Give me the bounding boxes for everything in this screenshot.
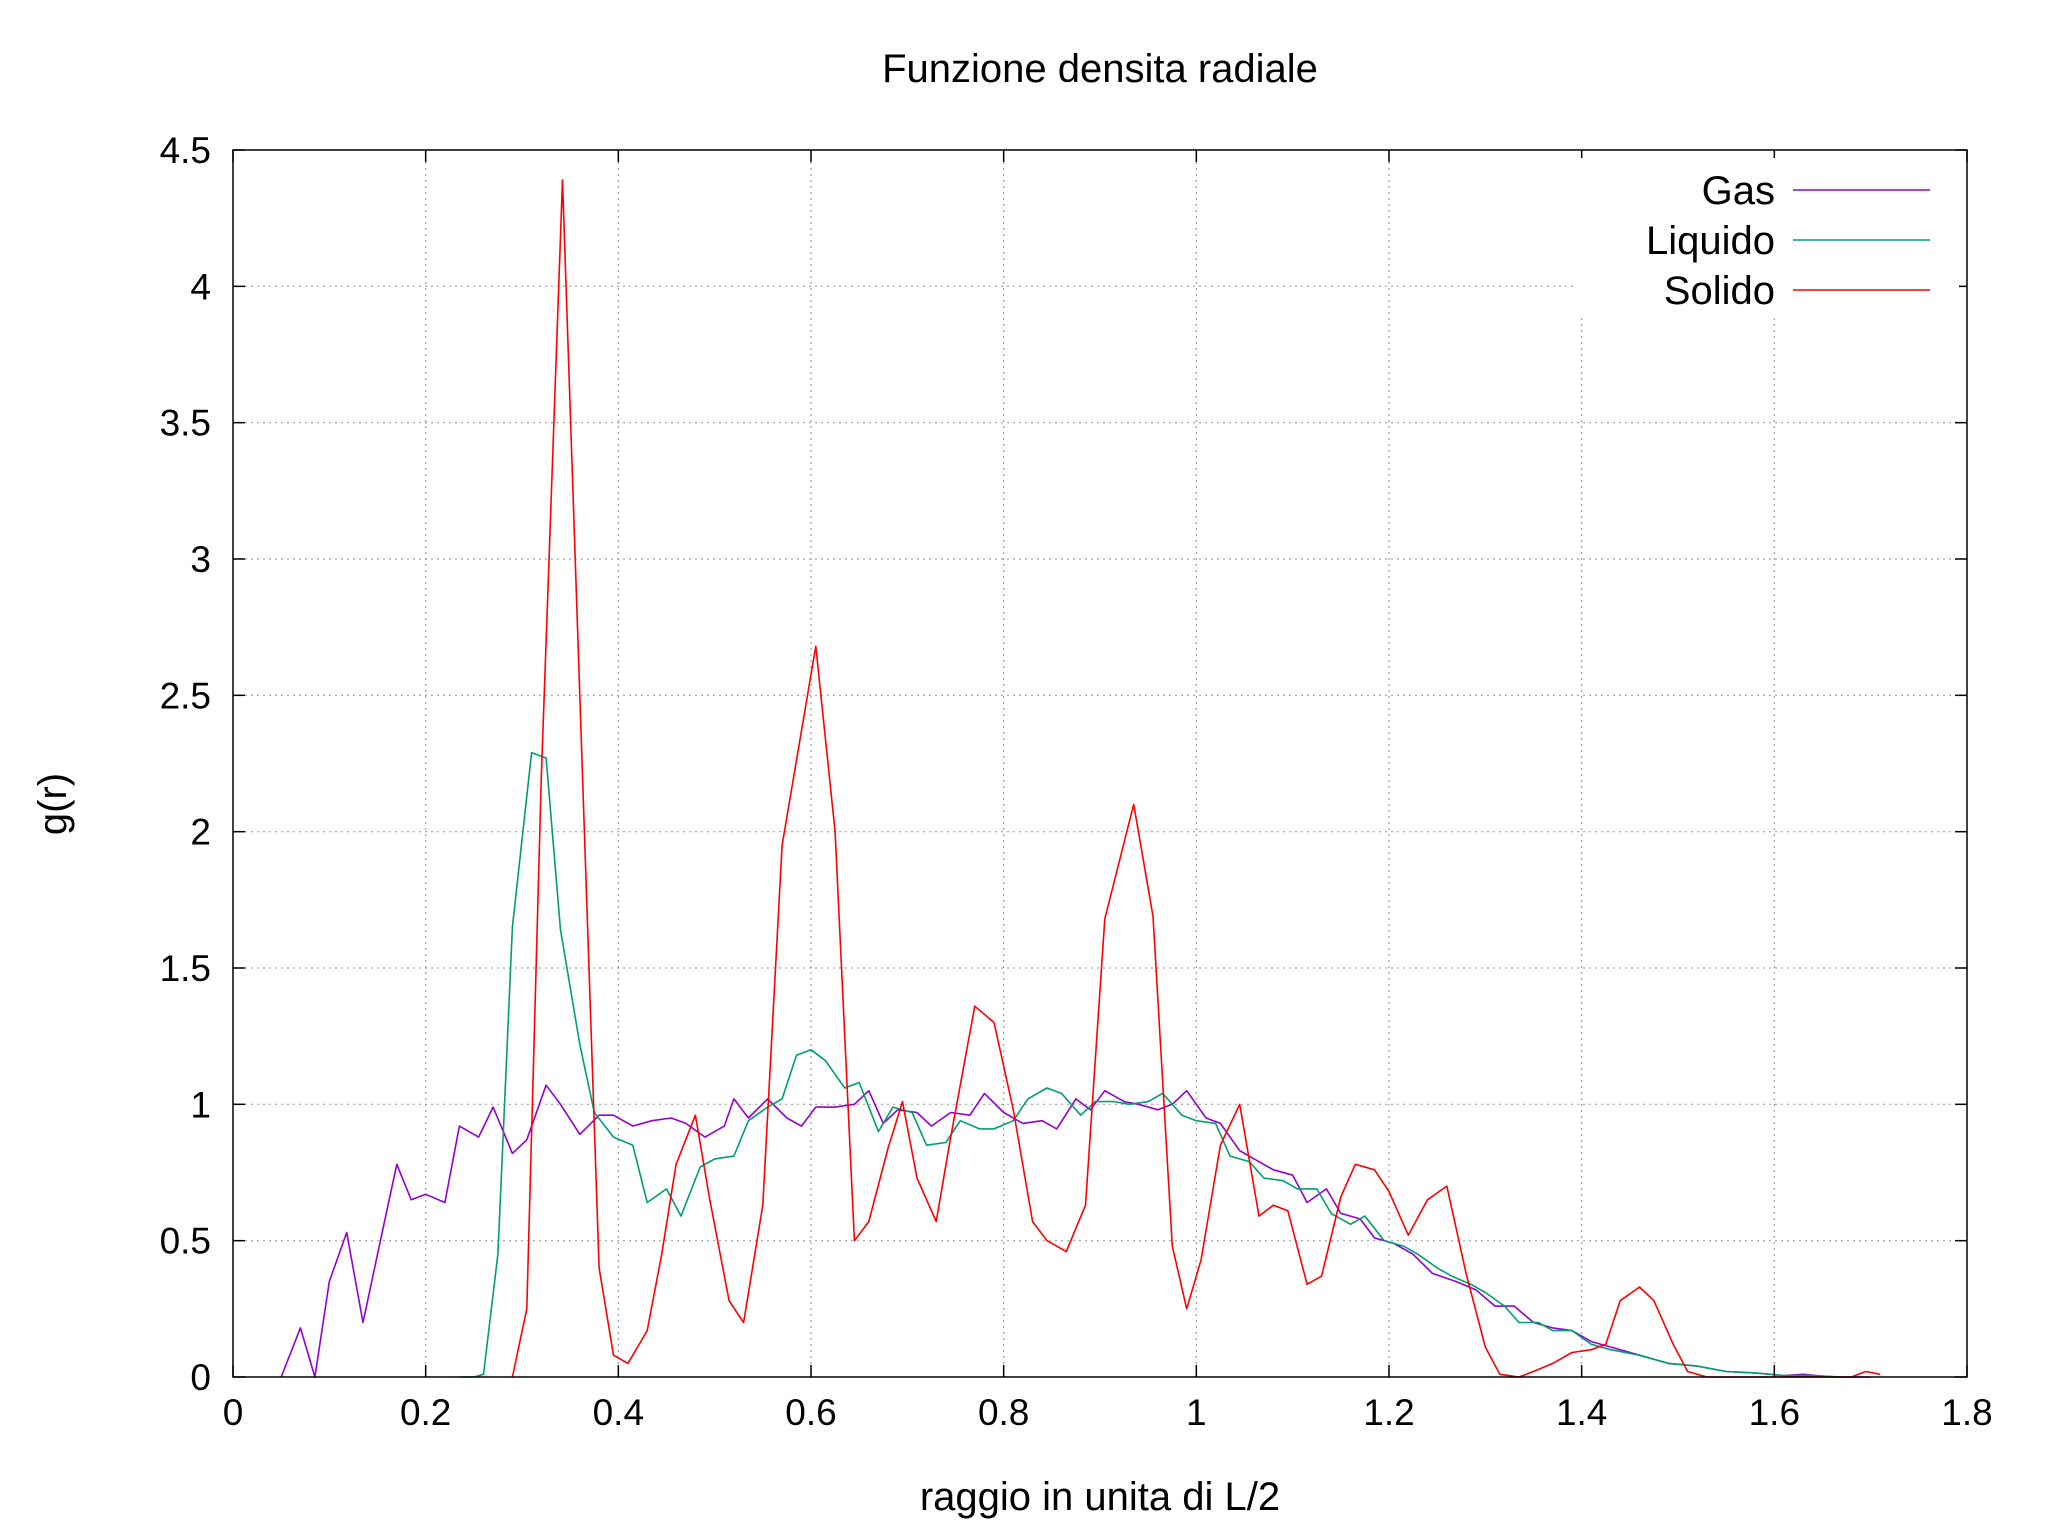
legend-background xyxy=(1575,158,1959,318)
plot-frame xyxy=(232,149,1968,1378)
x-tick-label: 1.2 xyxy=(1363,1392,1414,1433)
y-tick-label: 2.5 xyxy=(160,675,211,716)
x-tick-label: 1.4 xyxy=(1556,1392,1607,1433)
x-axis-label: raggio in unita di L/2 xyxy=(920,1475,1280,1519)
legend-label-gas: Gas xyxy=(1702,169,1775,213)
legend-label-solido: Solido xyxy=(1664,269,1775,313)
x-tick-label: 1.8 xyxy=(1941,1392,1992,1433)
x-tick-label: 1.6 xyxy=(1749,1392,1800,1433)
y-tick-label: 4.5 xyxy=(160,130,211,171)
y-tick-label: 0 xyxy=(190,1357,211,1398)
x-tick-label: 1 xyxy=(1186,1392,1207,1433)
x-tick-label: 0.6 xyxy=(785,1392,836,1433)
y-tick-label: 1 xyxy=(190,1084,211,1125)
y-axis-label: g(r) xyxy=(31,773,75,835)
y-tick-label: 3.5 xyxy=(160,403,211,444)
legend: Gas Liquido Solido xyxy=(1575,158,1959,318)
legend-label-liquido: Liquido xyxy=(1646,219,1775,263)
y-tick-label: 4 xyxy=(190,266,211,307)
series-group xyxy=(280,179,1881,1378)
series-line-liquido xyxy=(459,751,1842,1378)
x-tick-label: 0 xyxy=(223,1392,244,1433)
series-line-solido xyxy=(511,179,1881,1378)
x-tick-label: 0.2 xyxy=(400,1392,451,1433)
y-tick-label: 1.5 xyxy=(160,948,211,989)
y-tick-label: 0.5 xyxy=(160,1221,211,1262)
y-tick-label: 2 xyxy=(190,812,211,853)
x-tick-label: 0.8 xyxy=(978,1392,1029,1433)
y-tick-label: 3 xyxy=(190,539,211,580)
series-line-gas xyxy=(280,1084,1871,1378)
x-tick-label: 0.4 xyxy=(593,1392,644,1433)
ticks: 0 0.2 0.4 0.6 0.8 1 1.2 1.4 1.6 1.8 0 0.5 1 1.5 2 2.5 3 3… xyxy=(160,130,1993,1433)
chart-title: Funzione densita radiale xyxy=(882,47,1318,91)
grid xyxy=(233,150,1967,1377)
